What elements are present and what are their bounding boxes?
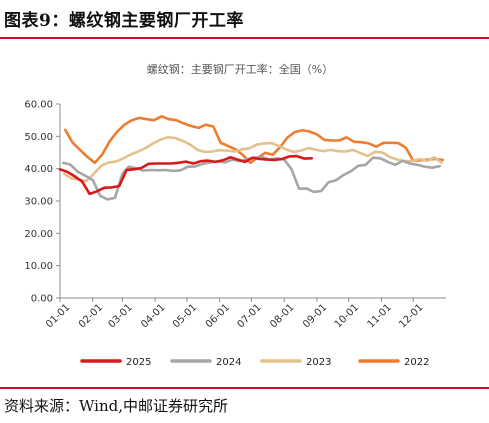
x-tick-label: 01-01 [44,302,72,330]
source-note: 资料来源：Wind,中邮证券研究所 [4,397,228,415]
legend-label-2023: 2023 [306,357,331,368]
x-tick-label: 03-01 [106,302,134,330]
x-tick-label: 09-01 [301,302,329,330]
series-line-2023 [62,136,444,183]
y-tick-label: 20.00 [24,229,53,240]
x-tick-label: 04-01 [139,302,167,330]
x-tick-label: 05-01 [171,302,199,330]
y-tick-label: 60.00 [24,100,53,111]
y-tick-label: 0.00 [31,294,53,305]
x-tick-label: 12-01 [397,302,425,330]
top-rule [0,37,489,39]
y-tick-label: 50.00 [24,132,53,143]
x-tick-label: 02-01 [77,302,105,330]
series-line-2025 [58,154,314,196]
y-tick-label: 40.00 [24,164,53,175]
legend: 2025 2024 2023 2022 [80,357,429,368]
x-tick-label: 07-01 [235,302,263,330]
legend-label-2022: 2022 [404,357,429,368]
legend-label-2024: 2024 [216,357,241,368]
y-tick-label: 30.00 [24,197,53,208]
chart-title: 螺纹钢：主要钢厂开工率：全国（%） [147,62,333,76]
y-tick-label: 10.00 [24,261,53,272]
x-tick-label: 08-01 [268,302,296,330]
figure-title: 图表9：螺纹钢主要钢厂开工率 [4,11,244,31]
x-tick-label: 06-01 [204,302,232,330]
series-layer [58,115,445,201]
bottom-rule [0,387,489,389]
legend-label-2025: 2025 [126,357,151,368]
series-line-2022 [64,115,445,165]
line-chart: 螺纹钢：主要钢厂开工率：全国（%） 0.00 10.00 20.00 30.00 40.… [24,62,446,368]
x-tick-label: 11-01 [366,302,394,330]
x-tick-label: 10-01 [333,302,361,330]
